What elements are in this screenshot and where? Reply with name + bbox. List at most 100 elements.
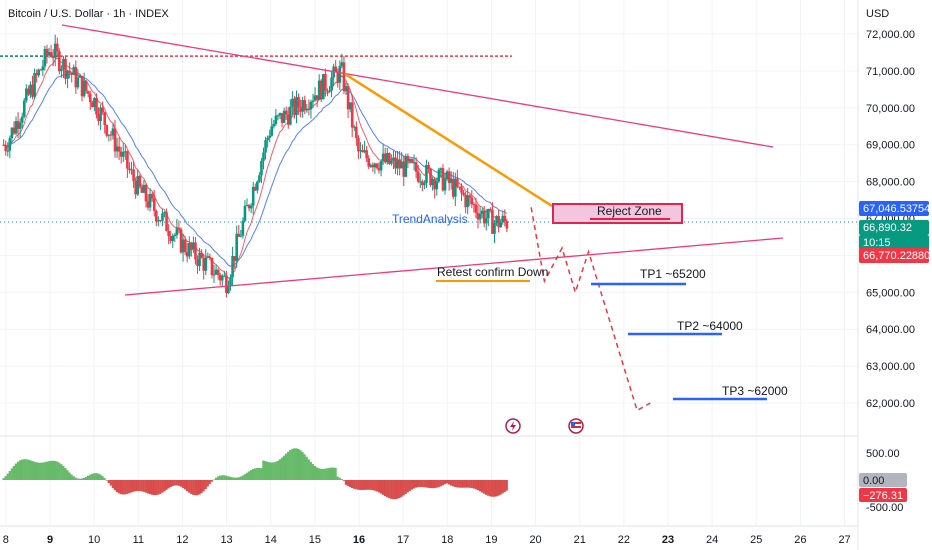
price-badge[interactable] <box>859 201 929 216</box>
osc-bar <box>472 480 475 489</box>
osc-bar <box>243 474 246 480</box>
candle-body <box>253 186 257 191</box>
osc-bar <box>291 448 294 480</box>
candle-body <box>456 178 459 187</box>
osc-bar <box>76 478 79 480</box>
price-badge[interactable] <box>859 235 929 250</box>
projection-path[interactable] <box>530 207 651 412</box>
osc-tick-label: 500.00 <box>866 448 900 460</box>
osc-badge[interactable] <box>859 488 907 502</box>
candle-body <box>138 176 142 187</box>
osc-bar <box>427 480 430 488</box>
candle-body <box>204 257 208 271</box>
osc-bar <box>493 480 496 497</box>
candle-body <box>425 165 428 184</box>
osc-bar <box>47 461 51 480</box>
candle-body <box>31 84 34 97</box>
candle-body <box>299 107 302 112</box>
candle-body <box>134 180 137 195</box>
candle-body <box>491 209 494 234</box>
osc-bar <box>177 480 180 486</box>
us-flag-event-icon[interactable] <box>568 418 584 434</box>
candle-body <box>330 77 333 91</box>
price-badge-text: 66,770.228807 <box>863 250 932 262</box>
candle-body <box>276 115 280 117</box>
lightning-event-icon[interactable] <box>505 418 521 434</box>
osc-bar <box>464 480 467 488</box>
candle-body <box>88 93 92 103</box>
price-badges[interactable]: 67,046.537546 66,890.32 10:1566,770.228807… <box>859 201 932 502</box>
osc-bar <box>278 459 282 480</box>
candle-body <box>86 91 90 94</box>
osc-bar <box>322 468 325 480</box>
osc-bar <box>299 450 302 480</box>
osc-bar <box>165 480 168 490</box>
osc-bar <box>128 480 131 494</box>
retest-label: Retest confirm Down <box>437 265 548 279</box>
candle-body <box>210 257 214 276</box>
osc-bar <box>39 462 42 480</box>
osc-bar <box>87 475 90 480</box>
upper-trendline[interactable] <box>61 24 774 148</box>
candle-body <box>449 178 453 184</box>
candle-body <box>245 205 249 207</box>
osc-bar <box>371 480 374 491</box>
candle-body <box>41 66 45 71</box>
candle-body <box>136 176 140 195</box>
price-badge[interactable] <box>859 220 929 235</box>
tp1-label: TP1 ~65200 <box>640 267 706 281</box>
candle-body <box>478 214 482 220</box>
moving-averages <box>3 57 508 279</box>
osc-bar <box>489 480 492 497</box>
osc-bar <box>503 480 506 493</box>
osc-bar <box>293 448 296 480</box>
candle-body <box>249 205 253 209</box>
chart-drawings[interactable] <box>61 24 784 412</box>
oscillator-axis[interactable]: 500.00 -500.00 <box>866 448 903 514</box>
osc-bar <box>369 480 372 490</box>
candle-body <box>367 158 370 167</box>
candle-body <box>443 178 447 191</box>
candle-body <box>72 67 76 75</box>
osc-bar <box>101 476 104 480</box>
candle-body <box>305 108 309 111</box>
osc-bar <box>202 480 205 492</box>
candle-body <box>346 86 350 110</box>
osc-bar <box>140 480 143 492</box>
osc-bar <box>307 459 310 480</box>
osc-bar <box>274 461 277 480</box>
candle-body <box>181 239 185 253</box>
osc-bar <box>74 477 77 480</box>
osc-bar <box>136 480 139 491</box>
price-axis[interactable]: 72,000.00 71,000.00 70,000.00 69,000.00 68,0… <box>866 29 915 410</box>
candle-body <box>429 168 432 186</box>
candle-body <box>132 169 135 181</box>
candle-body <box>80 75 84 97</box>
osc-badge[interactable] <box>859 473 907 487</box>
candle-body <box>140 186 144 193</box>
candle-body <box>68 70 71 73</box>
osc-bar <box>163 480 166 492</box>
osc-bar <box>58 462 61 480</box>
tp3-label: TP3 ~62000 <box>722 384 788 398</box>
price-badge-text: 67,046.537546 <box>863 203 932 215</box>
candle-body <box>284 110 288 115</box>
candle-body <box>270 126 274 136</box>
descending-resistance-line[interactable] <box>344 72 553 208</box>
candle-body <box>2 144 5 146</box>
ema-slow-line <box>3 73 508 267</box>
currency-label[interactable]: USD <box>866 8 889 20</box>
date-tick-label: 9 <box>47 534 53 546</box>
candle-body <box>499 222 502 228</box>
osc-bar <box>320 468 323 480</box>
osc-bar <box>233 477 236 480</box>
time-axis[interactable]: 8 9 10 11 12 13 14 15 16 17 18 19 20 21 22 23 24 25 26 27 <box>3 534 851 546</box>
candle-body <box>91 102 94 108</box>
candle-body <box>317 80 321 100</box>
candle-body <box>256 181 259 191</box>
lower-trendline[interactable] <box>124 237 784 296</box>
price-badge[interactable] <box>859 248 929 263</box>
osc-bar <box>406 480 409 493</box>
candle-body <box>357 138 360 152</box>
